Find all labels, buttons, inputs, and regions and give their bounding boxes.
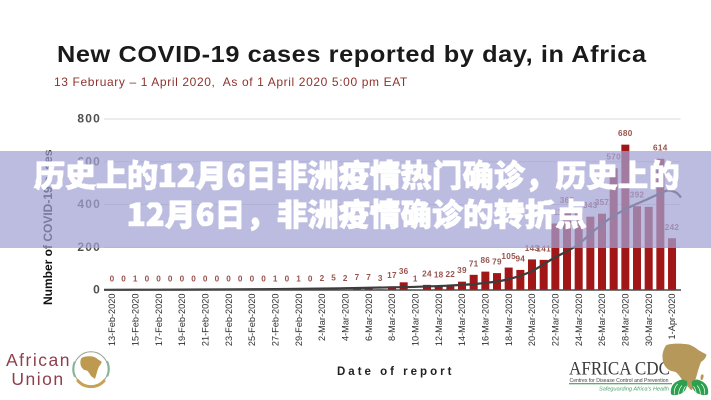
svg-text:22: 22 — [445, 270, 455, 279]
svg-text:0: 0 — [261, 275, 266, 284]
svg-text:2: 2 — [343, 274, 348, 283]
svg-text:Centres for Disease Control an: Centres for Disease Control and Preventi… — [570, 378, 669, 384]
svg-text:0: 0 — [121, 275, 126, 284]
svg-text:0: 0 — [285, 275, 290, 284]
svg-text:0: 0 — [93, 283, 101, 297]
svg-text:19-Feb-2020: 19-Feb-2020 — [177, 294, 187, 347]
svg-text:0: 0 — [168, 275, 173, 284]
svg-text:2: 2 — [320, 274, 325, 283]
svg-text:0: 0 — [215, 275, 220, 284]
svg-text:1: 1 — [413, 274, 418, 283]
svg-text:0: 0 — [238, 275, 243, 284]
svg-text:36: 36 — [399, 267, 409, 276]
svg-text:24: 24 — [422, 269, 432, 278]
svg-text:6-Mar-2020: 6-Mar-2020 — [364, 294, 374, 342]
svg-text:15-Feb-2020: 15-Feb-2020 — [131, 294, 141, 347]
svg-text:141: 141 — [536, 244, 551, 253]
svg-text:20-Mar-2020: 20-Mar-2020 — [527, 294, 537, 347]
svg-text:17-Feb-2020: 17-Feb-2020 — [154, 294, 164, 347]
svg-text:AFRICA CDC: AFRICA CDC — [569, 360, 670, 380]
svg-text:0: 0 — [203, 275, 208, 284]
svg-text:Safeguarding Africa's Health: Safeguarding Africa's Health — [599, 387, 669, 393]
svg-text:143: 143 — [525, 244, 540, 253]
svg-text:0: 0 — [250, 275, 255, 284]
svg-text:17: 17 — [387, 271, 397, 280]
svg-text:0: 0 — [156, 275, 161, 284]
svg-text:7: 7 — [355, 273, 360, 282]
svg-text:27-Feb-2020: 27-Feb-2020 — [271, 294, 281, 347]
svg-text:4-Mar-2020: 4-Mar-2020 — [341, 294, 351, 342]
svg-text:26-Mar-2020: 26-Mar-2020 — [597, 294, 607, 347]
svg-text:0: 0 — [180, 275, 185, 284]
svg-text:1: 1 — [296, 274, 301, 283]
svg-text:800: 800 — [77, 112, 101, 126]
svg-text:0: 0 — [226, 275, 231, 284]
svg-text:7: 7 — [366, 273, 371, 282]
svg-text:86: 86 — [480, 256, 490, 265]
svg-text:24-Mar-2020: 24-Mar-2020 — [574, 294, 584, 347]
svg-text:30-Mar-2020: 30-Mar-2020 — [644, 294, 654, 347]
svg-text:1: 1 — [273, 274, 278, 283]
svg-text:3: 3 — [378, 274, 383, 283]
svg-text:1-Apr-2020: 1-Apr-2020 — [667, 294, 677, 340]
svg-text:79: 79 — [492, 258, 502, 267]
svg-text:2-Mar-2020: 2-Mar-2020 — [317, 294, 327, 342]
svg-text:16-Mar-2020: 16-Mar-2020 — [481, 294, 491, 347]
svg-text:680: 680 — [618, 129, 633, 138]
svg-text:105: 105 — [501, 252, 516, 261]
svg-text:18: 18 — [434, 271, 444, 280]
svg-text:1: 1 — [133, 274, 138, 283]
svg-text:10-Mar-2020: 10-Mar-2020 — [411, 294, 421, 347]
svg-text:29-Feb-2020: 29-Feb-2020 — [294, 294, 304, 347]
svg-text:0: 0 — [110, 275, 115, 284]
svg-text:0: 0 — [308, 275, 313, 284]
svg-text:14-Mar-2020: 14-Mar-2020 — [457, 294, 467, 347]
svg-text:25-Feb-2020: 25-Feb-2020 — [247, 294, 257, 347]
svg-text:28-Mar-2020: 28-Mar-2020 — [621, 294, 631, 347]
svg-text:23-Feb-2020: 23-Feb-2020 — [224, 294, 234, 347]
svg-text:0: 0 — [145, 275, 150, 284]
svg-text:22-Mar-2020: 22-Mar-2020 — [551, 294, 561, 347]
svg-text:12-Mar-2020: 12-Mar-2020 — [434, 294, 444, 347]
svg-text:94: 94 — [515, 254, 525, 263]
svg-text:8-Mar-2020: 8-Mar-2020 — [387, 294, 397, 342]
svg-text:21-Feb-2020: 21-Feb-2020 — [201, 294, 211, 347]
svg-text:0: 0 — [191, 275, 196, 284]
svg-text:13-Feb-2020: 13-Feb-2020 — [107, 294, 117, 347]
svg-text:39: 39 — [457, 266, 467, 275]
svg-text:18-Mar-2020: 18-Mar-2020 — [504, 294, 514, 347]
svg-text:71: 71 — [469, 259, 479, 268]
svg-text:614: 614 — [653, 143, 668, 152]
svg-text:5: 5 — [331, 273, 336, 282]
